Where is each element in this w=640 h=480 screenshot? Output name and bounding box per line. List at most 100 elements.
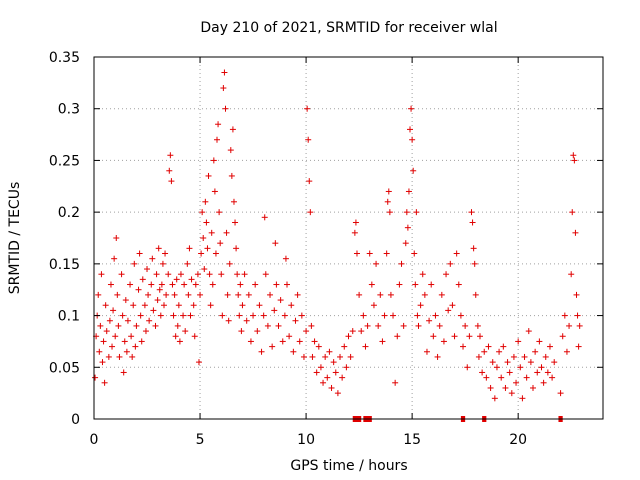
data-point	[260, 312, 267, 319]
data-point	[190, 302, 197, 309]
data-point	[298, 312, 305, 319]
data-point	[155, 245, 162, 252]
data-point	[409, 136, 416, 143]
data-point	[182, 328, 189, 335]
data-point	[438, 291, 445, 298]
data-point	[373, 260, 380, 267]
data-point	[200, 235, 207, 241]
data-point	[136, 250, 143, 257]
data-point	[487, 384, 494, 391]
data-point	[381, 312, 388, 319]
data-point	[211, 188, 218, 195]
data-point	[392, 379, 399, 386]
data-point	[513, 379, 520, 386]
data-point	[271, 307, 278, 314]
data-point	[114, 291, 121, 298]
data-point	[572, 229, 579, 236]
data-point	[142, 328, 149, 335]
data-point	[469, 219, 476, 226]
data-point	[455, 281, 462, 288]
data-point	[166, 167, 173, 174]
data-point	[238, 328, 245, 335]
data-point	[113, 235, 120, 241]
data-point	[540, 379, 547, 386]
data-point	[172, 333, 179, 340]
data-point	[294, 291, 301, 298]
data-point	[216, 209, 223, 216]
data-point	[471, 260, 478, 267]
data-point	[358, 328, 365, 335]
data-point	[415, 322, 422, 329]
data-point	[322, 353, 329, 360]
data-point	[228, 172, 235, 179]
data-point	[160, 302, 167, 309]
data-point	[412, 281, 419, 288]
data-point	[571, 157, 578, 164]
data-point	[559, 333, 566, 340]
data-point	[205, 172, 212, 179]
data-point	[124, 317, 131, 324]
data-point	[241, 271, 248, 278]
data-point	[398, 260, 405, 267]
data-point	[170, 312, 177, 319]
data-point	[453, 250, 460, 257]
data-point	[99, 359, 106, 366]
data-point	[115, 322, 122, 329]
data-point	[309, 353, 316, 360]
data-point	[332, 369, 339, 376]
data-point	[127, 281, 134, 288]
data-point	[177, 271, 184, 278]
data-point	[563, 348, 570, 355]
data-point	[237, 281, 244, 288]
data-point	[107, 281, 114, 288]
y-tick-label: 0	[71, 412, 80, 428]
data-point	[158, 281, 165, 288]
data-point	[150, 307, 157, 314]
data-point	[347, 353, 354, 360]
data-point	[290, 348, 297, 355]
data-point	[407, 126, 414, 133]
data-point	[222, 105, 229, 112]
data-point	[101, 379, 108, 386]
data-point	[195, 359, 202, 366]
data-point	[423, 348, 430, 355]
data-point	[159, 260, 166, 267]
data-point	[235, 291, 242, 298]
data-point	[557, 390, 564, 397]
data-point	[264, 322, 271, 329]
data-point	[116, 353, 123, 360]
x-tick-label: 0	[90, 432, 99, 448]
data-point	[574, 312, 581, 319]
data-point	[551, 359, 558, 366]
data-point	[402, 240, 409, 247]
data-point	[119, 312, 126, 319]
data-point	[349, 328, 356, 335]
data-point	[366, 250, 373, 257]
data-point	[186, 245, 193, 252]
data-point	[457, 312, 464, 319]
data-point	[122, 297, 129, 304]
data-point	[199, 209, 206, 216]
data-point	[233, 245, 240, 252]
data-point	[106, 317, 113, 324]
data-point	[229, 126, 236, 133]
data-point	[515, 338, 522, 345]
data-point	[236, 312, 243, 319]
data-point	[428, 281, 435, 288]
data-point	[527, 359, 534, 366]
x-tick-label: 5	[196, 432, 205, 448]
data-point	[396, 281, 403, 288]
data-point	[386, 209, 393, 216]
data-point	[254, 328, 261, 335]
data-point	[345, 333, 352, 340]
data-point	[128, 333, 135, 340]
data-point	[375, 322, 382, 329]
data-point	[525, 328, 532, 335]
data-point	[239, 302, 246, 309]
data-point	[542, 353, 549, 360]
data-point	[269, 343, 276, 350]
data-point	[445, 307, 452, 314]
x-axis-label: GPS time / hours	[290, 458, 407, 474]
data-point	[568, 271, 575, 278]
